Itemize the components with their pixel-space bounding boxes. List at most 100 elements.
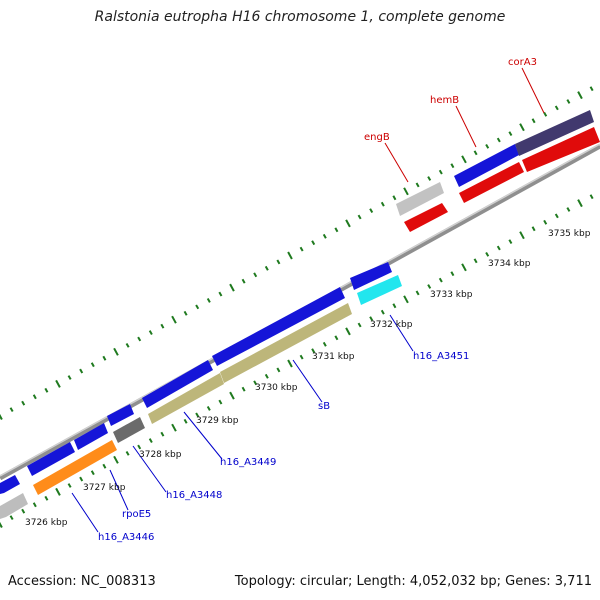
gene-h16_A3448[interactable] [113, 417, 145, 443]
accession-text: Accession: NC_008313 [8, 574, 156, 589]
tick-mark [357, 322, 362, 328]
gene-feature[interactable] [350, 262, 392, 290]
tick-mark [21, 400, 26, 406]
tick-mark [403, 295, 409, 304]
tick-mark [543, 111, 548, 117]
gene-sB-khaki[interactable] [220, 303, 352, 383]
ruler-label: 3726 kbp [25, 518, 68, 528]
tick-mark [311, 240, 316, 246]
tick-mark [345, 219, 351, 228]
tick-mark [543, 219, 548, 225]
genome-summary-text: Topology: circular; Length: 4,052,032 bp… [234, 574, 592, 589]
tick-mark [485, 251, 490, 257]
tick-mark [508, 131, 513, 137]
tick-mark [195, 412, 200, 418]
gene-hemB[interactable] [454, 144, 519, 187]
tick-mark [485, 143, 490, 149]
tick-mark [9, 407, 14, 413]
tick-mark [79, 368, 84, 374]
ruler-labels: 3726 kbp 3727 kbp 3728 kbp 3729 kbp 3730… [25, 229, 591, 528]
tick-mark [90, 470, 95, 476]
tick-mark [0, 413, 3, 420]
tick-mark [67, 375, 72, 380]
tick-mark [9, 515, 14, 521]
tick-mark [392, 303, 397, 309]
gene-h16_A3449[interactable] [142, 360, 213, 408]
tick-mark [438, 169, 443, 175]
map-title: Ralstonia eutropha H16 chromosome 1, com… [94, 9, 506, 25]
tick-mark [137, 444, 142, 450]
gene-feature[interactable] [74, 423, 108, 450]
tick-mark [322, 341, 327, 347]
gene-h16_A3451[interactable] [357, 275, 402, 305]
gene-sB[interactable] [212, 287, 345, 366]
tick-mark [67, 483, 72, 488]
tick-mark [403, 187, 409, 196]
gene-feature[interactable] [27, 442, 75, 476]
tick-mark [369, 316, 374, 322]
tick-mark [577, 91, 583, 100]
ruler-label: 3728 kbp [139, 450, 182, 460]
tick-mark [113, 347, 119, 356]
gene-corA3[interactable] [515, 110, 594, 156]
tick-mark [322, 233, 327, 239]
tick-mark [519, 123, 525, 132]
tick-mark [357, 214, 362, 220]
gene-feature[interactable] [0, 493, 28, 519]
gene-label-hemB[interactable]: hemB [430, 95, 459, 106]
gene-feature[interactable] [107, 404, 134, 426]
tick-mark [113, 455, 119, 464]
tick-mark [427, 176, 432, 181]
gene-rpoE5[interactable] [33, 440, 117, 495]
tick-mark [44, 387, 49, 393]
tick-mark [229, 283, 235, 292]
tick-mark [32, 394, 37, 400]
gene-label-h16_A3451[interactable]: h16_A3451 [413, 351, 469, 362]
gene-label-sB[interactable]: sB [318, 401, 330, 412]
tick-mark [148, 330, 153, 335]
tick-mark [276, 367, 281, 373]
tick-mark [334, 335, 339, 341]
gene-engB-red[interactable] [404, 203, 448, 232]
tick-mark [450, 163, 455, 169]
tick-mark [253, 272, 258, 278]
tick-mark [519, 231, 525, 240]
tick-mark [171, 423, 177, 432]
tick-mark [415, 290, 420, 296]
gene-label-corA3[interactable]: corA3 [508, 57, 537, 68]
gene-label-rpoE5[interactable]: rpoE5 [122, 509, 151, 520]
tick-mark [392, 195, 397, 201]
tick-mark [589, 194, 594, 200]
gene-engB[interactable] [396, 182, 444, 216]
tick-mark [450, 271, 455, 277]
gene-label-h16_A3449[interactable]: h16_A3449 [220, 457, 276, 468]
gene-corA3-red[interactable] [522, 127, 600, 172]
ruler-label: 3735 kbp [548, 229, 591, 239]
gene-h16_A3449-khaki[interactable] [148, 373, 224, 424]
tick-mark [125, 342, 130, 348]
tick-mark [137, 336, 142, 342]
tick-mark [461, 155, 467, 164]
tick-mark [380, 309, 385, 315]
tick-mark [21, 508, 26, 514]
tick-mark [427, 284, 432, 289]
tick-mark [287, 359, 293, 368]
tick-mark [218, 399, 223, 405]
gene-hemB-red[interactable] [459, 162, 524, 203]
ruler-label: 3732 kbp [370, 320, 413, 330]
tick-mark [496, 137, 501, 143]
tick-mark [102, 355, 107, 361]
ruler-label: 3729 kbp [196, 416, 239, 426]
tick-mark [44, 495, 49, 501]
tick-mark [334, 227, 339, 233]
gene-label-h16_A3446[interactable]: h16_A3446 [98, 532, 154, 543]
tick-mark [55, 487, 61, 496]
gene-label-engB[interactable]: engB [364, 132, 390, 143]
tick-mark [438, 277, 443, 283]
tick-mark [508, 239, 513, 245]
tick-mark [380, 201, 385, 207]
gene-label-h16_A3448[interactable]: h16_A3448 [166, 490, 222, 501]
gene-feature[interactable] [0, 475, 20, 494]
tick-mark [589, 86, 594, 92]
tick-mark [299, 246, 304, 252]
